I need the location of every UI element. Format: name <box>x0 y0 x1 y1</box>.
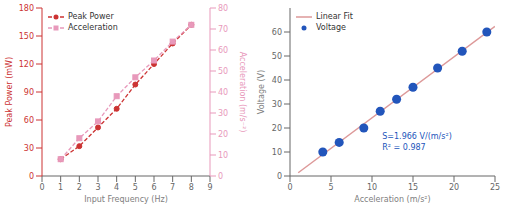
svg-text:Peak Power (mW): Peak Power (mW) <box>8 57 14 127</box>
html-text:S=1.966 V/(m/s²): S=1.966 V/(m/s²) <box>382 132 452 142</box>
svg-text:Voltage (V): Voltage (V) <box>257 70 266 114</box>
svg-text:0: 0 <box>277 172 282 181</box>
svg-text:25: 25 <box>490 183 497 192</box>
html-text:Linear Fit: Linear Fit <box>316 12 353 21</box>
svg-text:0: 0 <box>39 183 44 192</box>
svg-text:80: 80 <box>218 4 228 13</box>
svg-text:90: 90 <box>24 88 34 97</box>
svg-text:50: 50 <box>272 52 282 61</box>
svg-text:5: 5 <box>133 183 138 192</box>
svg-text:180: 180 <box>19 4 34 13</box>
html-text:R² = 0.987: R² = 0.987 <box>382 143 426 153</box>
svg-text:20: 20 <box>449 183 459 192</box>
html-text:Voltage: Voltage <box>316 23 346 32</box>
svg-text:60: 60 <box>272 28 282 37</box>
svg-text:5: 5 <box>328 183 333 192</box>
svg-text:30: 30 <box>24 144 34 153</box>
svg-text:6: 6 <box>151 183 156 192</box>
svg-text:40: 40 <box>218 88 228 97</box>
svg-text:60: 60 <box>24 116 34 125</box>
svg-text:30: 30 <box>272 100 282 109</box>
svg-text:Acceleration (m/s⁻²): Acceleration (m/s⁻²) <box>238 52 247 133</box>
svg-text:20: 20 <box>218 130 228 139</box>
svg-text:150: 150 <box>19 32 34 41</box>
svg-text:1: 1 <box>58 183 63 192</box>
svg-text:40: 40 <box>272 76 282 85</box>
svg-text:60: 60 <box>218 46 228 55</box>
svg-text:3: 3 <box>95 183 100 192</box>
svg-text:7: 7 <box>170 183 175 192</box>
svg-text:120: 120 <box>19 60 34 69</box>
html-text:Acceleration: Acceleration <box>68 23 118 32</box>
svg-text:20: 20 <box>272 124 282 133</box>
svg-text:50: 50 <box>218 67 228 76</box>
svg-text:9: 9 <box>207 183 212 192</box>
svg-text:4: 4 <box>114 183 119 192</box>
svg-text:10: 10 <box>272 148 282 157</box>
svg-text:0: 0 <box>287 183 292 192</box>
svg-text:30: 30 <box>218 109 228 118</box>
svg-text:Acceleration (m/s²): Acceleration (m/s²) <box>354 195 430 204</box>
svg-text:0: 0 <box>29 172 34 181</box>
svg-text:2: 2 <box>77 183 82 192</box>
svg-text:10: 10 <box>367 183 377 192</box>
svg-text:15: 15 <box>408 183 418 192</box>
svg-text:0: 0 <box>218 172 223 181</box>
svg-text:Input Frequency (Hz): Input Frequency (Hz) <box>84 195 168 204</box>
svg-text:10: 10 <box>218 151 228 160</box>
svg-text:8: 8 <box>189 183 194 192</box>
html-text:Peak Power: Peak Power <box>68 12 114 21</box>
svg-text:70: 70 <box>218 25 228 34</box>
